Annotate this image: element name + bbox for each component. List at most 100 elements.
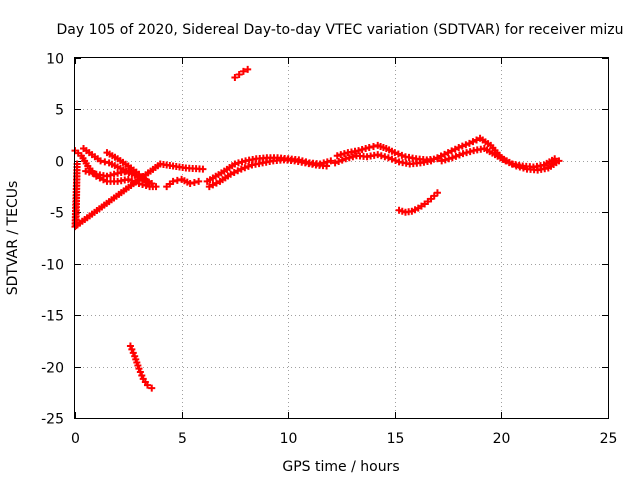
data-point <box>143 177 151 185</box>
data-point <box>333 152 341 160</box>
data-point <box>234 167 242 175</box>
series-arc-deep <box>126 342 156 392</box>
series-arc-high <box>231 65 252 82</box>
data-point <box>392 157 400 165</box>
data-point <box>452 152 460 160</box>
y-tick-label: 5 <box>55 103 64 119</box>
data-point <box>239 67 247 75</box>
data-point <box>381 153 389 161</box>
data-point <box>186 179 194 187</box>
data-points <box>71 65 563 392</box>
y-tick-label: -15 <box>41 309 64 325</box>
series-arc-dip <box>395 189 441 216</box>
data-point <box>509 160 517 168</box>
data-point <box>230 169 238 177</box>
data-point <box>234 159 242 167</box>
data-point <box>438 157 446 165</box>
data-point <box>463 149 471 157</box>
data-point <box>110 170 118 178</box>
data-point <box>227 170 235 178</box>
series-arc-day-lower <box>205 156 331 191</box>
data-point <box>441 156 449 164</box>
data-point <box>152 183 160 191</box>
data-point <box>555 157 563 165</box>
series-arc-afternoon-lower <box>331 151 435 168</box>
x-tick-label: 5 <box>178 431 187 447</box>
data-point <box>237 165 245 173</box>
data-point <box>465 139 473 147</box>
data-point <box>244 65 252 73</box>
data-point <box>103 172 111 180</box>
data-point <box>327 157 335 165</box>
y-tick-label: 0 <box>55 155 64 171</box>
data-point <box>444 149 452 157</box>
data-point <box>455 143 463 151</box>
data-point <box>85 168 93 176</box>
series-arc-evening <box>433 134 559 171</box>
data-point <box>337 151 345 159</box>
data-point <box>433 189 441 197</box>
data-point <box>462 141 470 149</box>
data-point <box>398 151 406 159</box>
axis-layer: 0 5 10 15 20 25 -25 -20 -15 -10 -5 0 5 10 <box>41 52 617 448</box>
data-point <box>519 164 527 172</box>
series-arc-lower-band <box>103 149 143 178</box>
data-point <box>451 145 459 153</box>
y-tick-label: -5 <box>50 206 64 222</box>
data-point <box>427 157 435 165</box>
data-point <box>459 150 467 158</box>
grid-layer <box>75 58 608 418</box>
chart-title: Day 105 of 2020, Sidereal Day-to-day VTE… <box>57 22 624 38</box>
y-axis-label: SDTVAR / TECUs <box>5 181 21 296</box>
y-tick-label: -20 <box>41 361 64 377</box>
data-point <box>377 152 385 160</box>
data-point <box>349 153 357 161</box>
data-point <box>551 155 559 163</box>
data-point <box>235 70 243 78</box>
data-point <box>469 138 477 146</box>
y-tick-label: -25 <box>41 412 64 428</box>
data-point <box>448 147 456 155</box>
data-point <box>362 145 370 153</box>
data-point <box>212 179 220 187</box>
series-arc-afternoon <box>333 141 441 164</box>
data-point <box>205 183 213 191</box>
data-point <box>173 176 181 184</box>
data-point <box>89 169 97 177</box>
data-point <box>231 160 239 168</box>
y-tick-label: -10 <box>41 258 64 274</box>
data-point <box>241 164 249 172</box>
data-point <box>458 142 466 150</box>
x-tick-label: 10 <box>280 431 298 447</box>
data-point <box>384 154 392 162</box>
data-point <box>143 381 151 389</box>
data-point <box>365 143 373 151</box>
data-point <box>394 150 402 158</box>
series-arc-morning <box>163 175 203 191</box>
data-point <box>369 142 377 150</box>
data-point <box>358 146 366 154</box>
data-point <box>231 74 239 82</box>
data-point <box>244 162 252 170</box>
data-point <box>388 155 396 163</box>
data-point <box>473 136 481 144</box>
data-point <box>448 154 456 162</box>
x-tick-label: 20 <box>493 431 511 447</box>
x-tick-label: 15 <box>387 431 405 447</box>
data-point <box>355 147 363 155</box>
data-point <box>433 154 441 162</box>
data-point <box>169 177 177 185</box>
x-axis-label: GPS time / hours <box>282 459 399 475</box>
data-point <box>190 178 198 186</box>
data-point <box>331 159 339 167</box>
data-point <box>148 179 156 187</box>
x-tick-label: 0 <box>71 431 80 447</box>
plot-frame <box>74 57 609 419</box>
data-point <box>209 181 217 189</box>
y-tick-label: 10 <box>46 52 64 68</box>
data-point <box>124 175 132 183</box>
data-point <box>195 177 203 185</box>
series-arc-evening-lower <box>438 145 563 174</box>
data-point <box>466 148 474 156</box>
